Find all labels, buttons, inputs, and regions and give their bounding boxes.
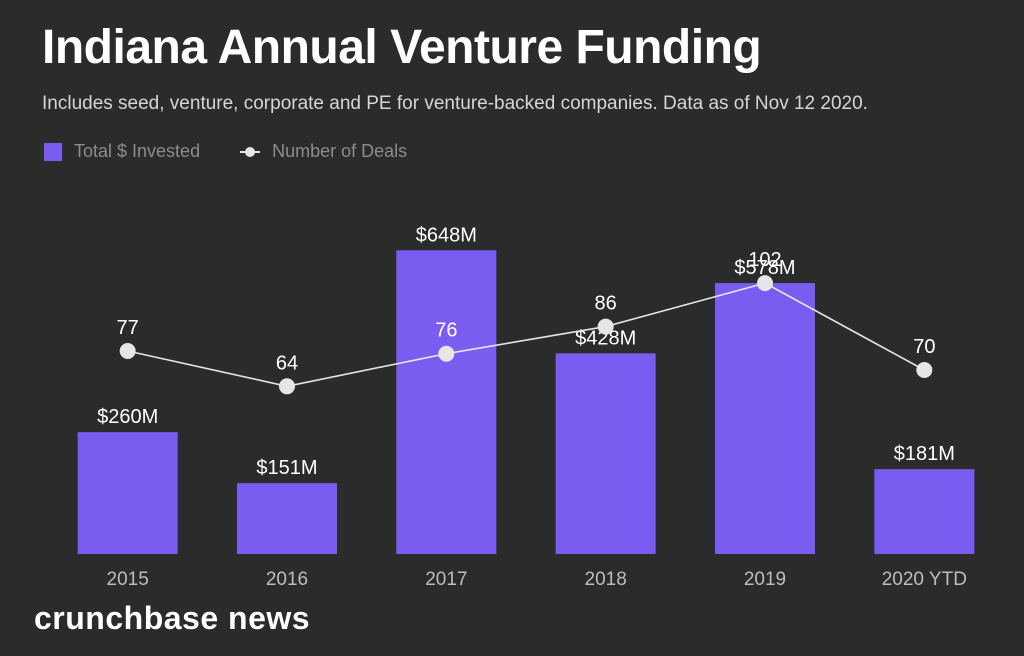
- x-tick-label: 2017: [425, 569, 467, 590]
- x-tick-label: 2019: [744, 569, 786, 590]
- deals-point: [438, 345, 455, 362]
- chart-plot: $260M 2015 $151M 2016 $648M 2017 $428M 2018 $578…: [77, 224, 975, 590]
- bar: [874, 469, 975, 554]
- deals-point: [597, 318, 614, 335]
- legend-swatch-line: [240, 143, 261, 161]
- chart-title: Indiana Annual Venture Funding: [42, 21, 762, 74]
- deals-point: [279, 378, 295, 395]
- legend-swatch-bar: [44, 142, 62, 161]
- bar: [555, 353, 656, 554]
- deals-data-label: 77: [117, 317, 139, 339]
- deals-point: [119, 343, 136, 359]
- deals-line: [127, 282, 925, 388]
- bar: [396, 250, 497, 554]
- bar-data-label: $648M: [416, 224, 477, 246]
- legend: Total $ Invested Number of Deals: [44, 141, 447, 162]
- x-tick-label: 2020 YTD: [882, 569, 967, 590]
- deals-point: [757, 275, 773, 292]
- deals-data-label: 64: [276, 352, 298, 374]
- bar: [77, 432, 178, 554]
- bar-data-label: $578M: [734, 257, 795, 279]
- x-tick-label: 2015: [107, 569, 149, 590]
- deals-data-label: 70: [913, 336, 935, 358]
- legend-label-invested: Total $ Invested: [74, 141, 201, 161]
- deals-data-label: 76: [435, 320, 457, 342]
- legend-item-invested: Total $ Invested: [44, 141, 200, 162]
- x-tick-label: 2018: [585, 569, 627, 590]
- deals-point: [916, 362, 933, 378]
- legend-label-deals: Number of Deals: [272, 141, 408, 161]
- chart-subtitle: Includes seed, venture, corporate and PE…: [42, 93, 868, 114]
- legend-item-deals: Number of Deals: [240, 141, 407, 162]
- bar-data-label: $151M: [256, 457, 317, 479]
- deals-data-label: 86: [595, 293, 617, 315]
- bar-data-label: $181M: [894, 443, 955, 465]
- deals-data-label: 102: [748, 249, 781, 271]
- x-tick-label: 2016: [266, 569, 308, 590]
- bar-data-label: $428M: [575, 327, 636, 349]
- bar: [715, 283, 815, 554]
- brand-logo: crunchbase news: [34, 600, 311, 636]
- bar-data-label: $260M: [97, 406, 158, 428]
- bar: [237, 483, 337, 554]
